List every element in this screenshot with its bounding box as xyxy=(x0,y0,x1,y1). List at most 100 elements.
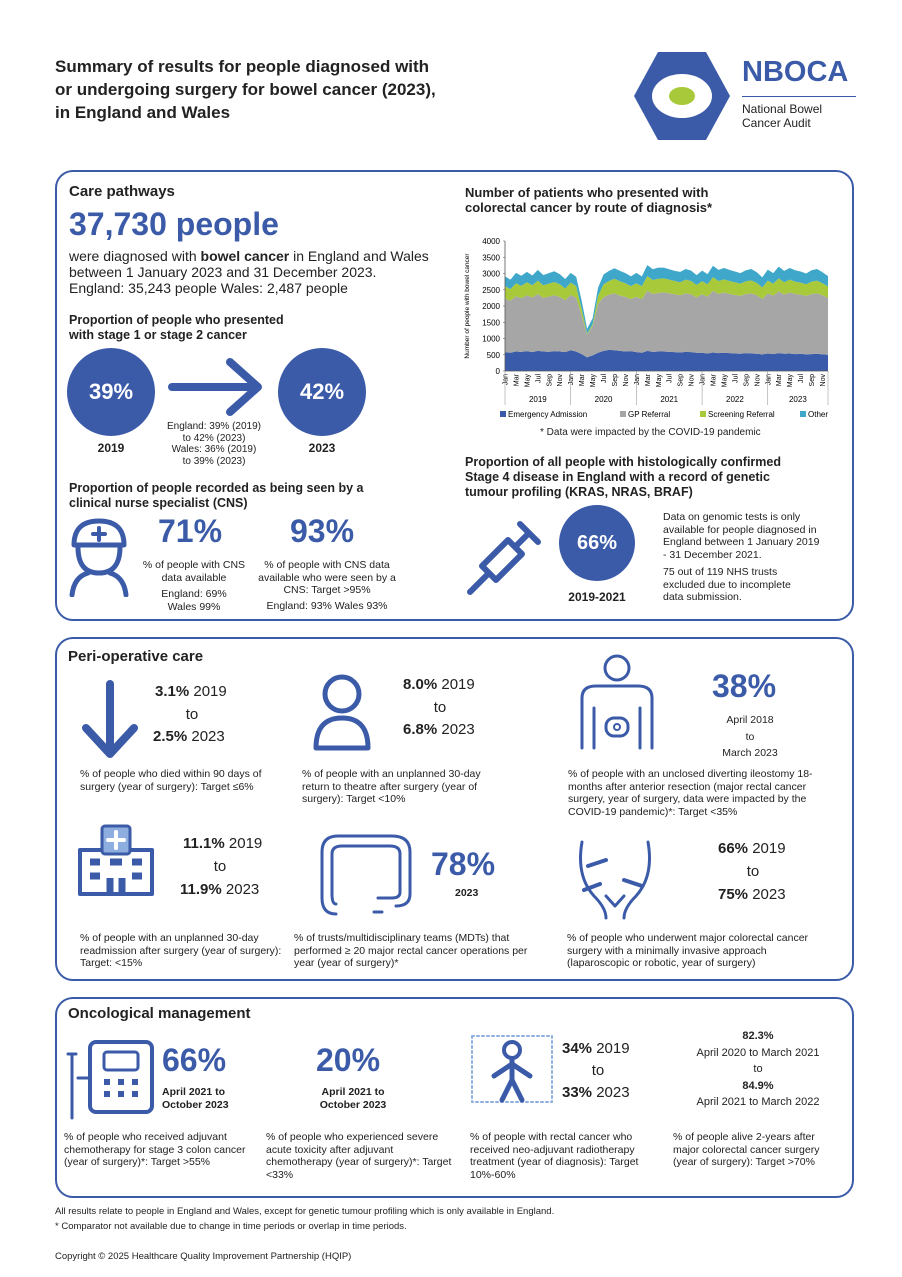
logo-subtitle-line: National Bowel xyxy=(742,102,823,116)
legend-swatch xyxy=(800,411,806,417)
area xyxy=(505,265,828,334)
period: April 2021 to October 2023 xyxy=(303,1086,403,1112)
note: Wales: 36% (2019) xyxy=(171,444,257,455)
stat-description: % of people alive 2-years after major co… xyxy=(673,1131,820,1168)
text: were diagnosed with xyxy=(69,248,201,264)
icon-shape xyxy=(580,684,654,750)
x-tick-label: Jul xyxy=(601,374,608,383)
logo-subtitle-line: Cancer Audit xyxy=(742,116,811,130)
y-tick-label: 2500 xyxy=(482,286,500,295)
stat-line: 11.1% 2019 xyxy=(183,835,262,852)
x-tick-label: Sep xyxy=(809,374,816,387)
hips-icon xyxy=(579,840,651,920)
x-tick-label: Sep xyxy=(612,374,619,387)
logo-mark xyxy=(634,52,730,140)
breakdown: England: 35,243 people Wales: 2,487 peop… xyxy=(69,280,348,296)
x-tick-label: Nov xyxy=(689,374,696,387)
peri-operative-panel xyxy=(55,637,854,981)
year-label: 2023 xyxy=(789,395,807,404)
icon-shape xyxy=(78,848,154,896)
icon-shape xyxy=(330,844,402,906)
text-bold: bowel cancer xyxy=(200,248,290,264)
x-tick-label: Mar xyxy=(645,373,652,386)
legend-label: Other xyxy=(808,410,828,419)
care-pathways-panel xyxy=(55,170,854,621)
stat-value: 75% xyxy=(718,886,749,903)
to: to xyxy=(591,1062,605,1079)
icon-shape xyxy=(82,680,138,758)
period: 2019-2021 xyxy=(568,590,626,604)
to: to xyxy=(753,1063,763,1075)
arrow-icon xyxy=(168,358,262,416)
stat-description: % of people who received adjuvant chemot… xyxy=(64,1131,246,1168)
y-tick-label: 1500 xyxy=(482,318,500,327)
x-tick-label: Jan xyxy=(503,374,510,385)
stat-description: % of people with CNS data available who … xyxy=(258,559,396,596)
logo-subtitle: National Bowel Cancer Audit xyxy=(742,102,822,130)
year: 2023 xyxy=(441,721,475,738)
torso-icon xyxy=(580,654,654,750)
year: 2023 xyxy=(596,1084,630,1101)
to: to xyxy=(746,863,760,880)
icon-shape xyxy=(104,1079,138,1097)
x-tick-label: Sep xyxy=(678,374,685,387)
stat-value: 11.1% xyxy=(183,835,225,852)
breakdown-line: England: 69% xyxy=(161,588,227,600)
title: Summary of results for people diagnosed … xyxy=(55,55,436,124)
stat-value: 38% xyxy=(712,668,777,704)
x-tick-label: May xyxy=(656,374,663,388)
y-tick-label: 500 xyxy=(487,351,501,360)
stat-line: 8.0% 2019 xyxy=(403,676,475,693)
x-tick-label: Jul xyxy=(535,374,542,383)
stat-description: % of trusts/multidisciplinary teams (MDT… xyxy=(294,932,528,969)
to: to xyxy=(185,706,199,723)
nurse-icon xyxy=(69,518,129,597)
x-tick-label: Mar xyxy=(579,373,586,386)
stat-value: 66% xyxy=(162,1042,227,1078)
x-tick-label: Jan xyxy=(568,374,575,385)
icon-shape xyxy=(313,715,371,751)
footnote: * Comparator not available due to change… xyxy=(55,1221,407,1232)
stat-line: 3.1% 2019 xyxy=(155,683,227,700)
x-tick-label: Jan xyxy=(765,374,772,385)
icon-shape xyxy=(603,654,631,682)
section-heading: Oncological management xyxy=(68,1005,251,1022)
icon-shape xyxy=(168,358,262,416)
area xyxy=(505,290,828,358)
stat-circle: 39% xyxy=(67,348,155,436)
stat-description: % of people who experienced severe acute… xyxy=(266,1131,452,1181)
icon-shape xyxy=(91,526,107,542)
year: 2023 xyxy=(191,728,225,745)
stat-line: 34% 2019 xyxy=(562,1040,630,1057)
x-tick-label: Nov xyxy=(557,374,564,387)
stat-value: 34% xyxy=(562,1040,593,1057)
period: April 2018 to March 2023 xyxy=(700,712,800,762)
stat-description: % of people with an unclosed diverting i… xyxy=(568,768,813,818)
icon-shape xyxy=(75,544,123,576)
to: to xyxy=(213,858,227,875)
stat-description: % of people with an unplanned 30-day rea… xyxy=(80,932,282,969)
year: 2019 xyxy=(193,683,227,700)
year: 2019 xyxy=(228,835,263,852)
icon-shape xyxy=(579,840,651,920)
sub-heading: Proportion of people who presented with … xyxy=(69,313,284,342)
note: England: 39% (2019) xyxy=(167,421,261,432)
year: 2023 xyxy=(225,881,260,898)
stat-value: 66% xyxy=(718,840,749,857)
syringe-icon xyxy=(467,521,541,595)
stat-value: 3.1% xyxy=(155,683,190,700)
stat-description: % of people who died within 90 days of s… xyxy=(80,768,262,793)
year: 2019 xyxy=(97,441,125,455)
note: Data on genomic tests is only available … xyxy=(663,511,820,561)
chart-note: * Data were impacted by the COVID-19 pan… xyxy=(540,427,761,438)
stat-line: 75% 2023 xyxy=(718,886,786,903)
pump-icon xyxy=(66,1040,154,1120)
icon-shape xyxy=(320,834,412,916)
year: 2023 xyxy=(308,441,336,455)
y-tick-label: 0 xyxy=(496,367,501,376)
stat-line: 33% 2023 xyxy=(562,1084,630,1101)
x-tick-label: Nov xyxy=(754,374,761,387)
chart-title: Number of patients who presented with co… xyxy=(465,185,713,215)
y-tick-label: 2000 xyxy=(482,302,500,311)
x-tick-label: May xyxy=(787,374,794,388)
